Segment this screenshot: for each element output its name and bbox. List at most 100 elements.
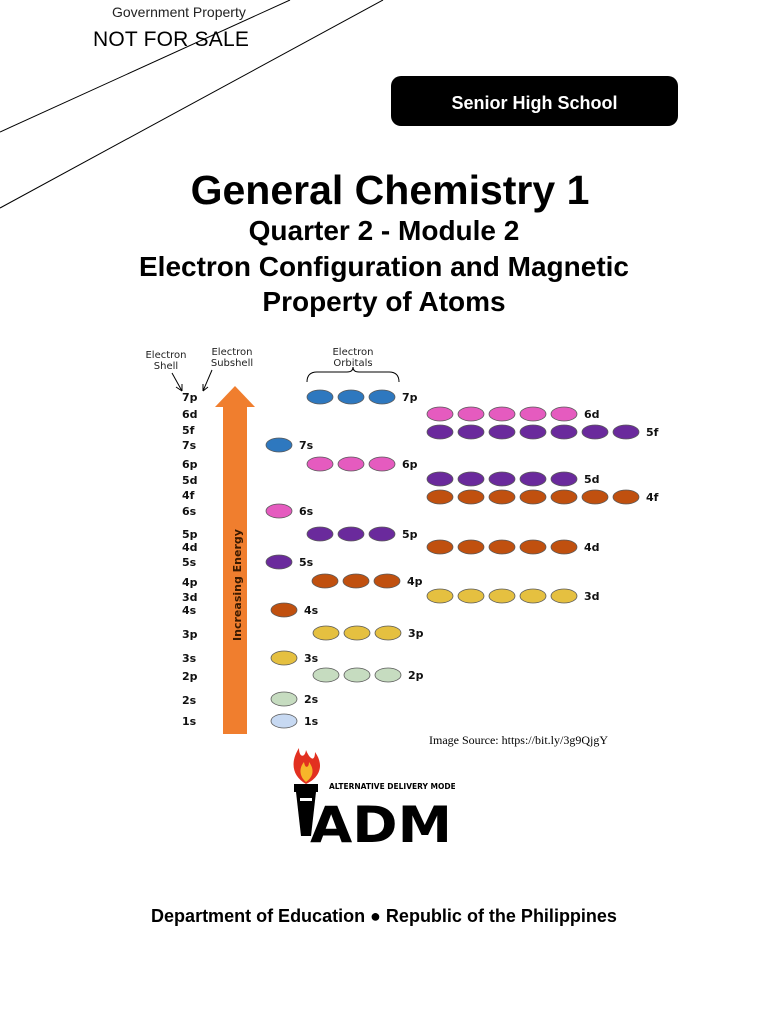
- orbital-row-label-7s: 7s: [299, 439, 314, 452]
- adm-logo: ALTERNATIVE DELIVERY MODE ADM: [293, 748, 455, 852]
- orbital-row-2p: 2p: [312, 667, 424, 683]
- orbital-6d-3: [488, 406, 516, 422]
- orbital-6p-3: [368, 456, 396, 472]
- module-title: General Chemistry 1: [190, 167, 590, 213]
- adm-wordmark: ADM: [310, 796, 452, 852]
- orbital-row-4s: 4s: [270, 602, 319, 618]
- energy-arrow-head: [215, 386, 255, 407]
- subshell-label: Electron Subshell: [211, 347, 253, 369]
- subshell-label-line1: Electron: [211, 347, 252, 358]
- energy-arrow: Increasing Energy: [215, 386, 255, 734]
- orbital-6d-2: [457, 406, 485, 422]
- orbital-2p-3: [374, 667, 402, 683]
- orbital-row-label-5f: 5f: [646, 426, 659, 439]
- orbital-row-label-2s: 2s: [304, 693, 319, 706]
- orbital-row-label-6d: 6d: [584, 408, 600, 421]
- orbital-5f-4: [519, 424, 547, 440]
- diagonal-stripe: [0, 0, 384, 209]
- orbital-row-label-1s: 1s: [304, 715, 319, 728]
- energy-level-5s: 5s: [182, 556, 197, 569]
- orbital-row-1s: 1s: [270, 713, 319, 729]
- topic-line-2: Property of Atoms: [262, 286, 506, 317]
- orbital-row-label-3p: 3p: [408, 627, 424, 640]
- orbital-4f-4: [519, 489, 547, 505]
- orbital-5p-1: [306, 526, 334, 542]
- orbital-row-4d: 4d: [426, 539, 600, 555]
- orbital-row-label-6s: 6s: [299, 505, 314, 518]
- shell-pointer-head: [175, 384, 183, 392]
- energy-arrow-label: Increasing Energy: [231, 529, 244, 641]
- orbital-2s-1: [270, 691, 298, 707]
- energy-level-4s: 4s: [182, 604, 197, 617]
- orbital-row-5p: 5p: [306, 526, 418, 542]
- orbital-7p-3: [368, 389, 396, 405]
- orbital-row-4p: 4p: [311, 573, 423, 589]
- badge-text: Senior High School: [451, 93, 618, 113]
- energy-level-6s: 6s: [182, 505, 197, 518]
- energy-level-3d: 3d: [182, 591, 198, 604]
- orbital-3s-1: [270, 650, 298, 666]
- orbital-5d-5: [550, 471, 578, 487]
- orbital-row-3d: 3d: [426, 588, 600, 604]
- orbital-row-label-3d: 3d: [584, 590, 600, 603]
- orbital-row-3s: 3s: [270, 650, 319, 666]
- orbital-4d-5: [550, 539, 578, 555]
- orbital-3p-3: [374, 625, 402, 641]
- orbital-4d-1: [426, 539, 454, 555]
- subshell-pointer-head: [202, 384, 209, 392]
- footer-deped: Department of Education ● Republic of th…: [151, 906, 617, 926]
- energy-level-4p: 4p: [182, 576, 198, 589]
- module-subtitle: Quarter 2 - Module 2: [248, 215, 520, 246]
- orbital-5s-1: [265, 554, 293, 570]
- orbital-3p-2: [343, 625, 371, 641]
- orbital-4p-1: [311, 573, 339, 589]
- energy-level-1s: 1s: [182, 715, 197, 728]
- orbitals-label-line1: Electron: [332, 347, 373, 358]
- orbital-4d-4: [519, 539, 547, 555]
- orbital-3d-2: [457, 588, 485, 604]
- energy-arrow-shaft: [223, 406, 247, 734]
- orbital-row-2s: 2s: [270, 691, 319, 707]
- topic-line-1: Electron Configuration and Magnetic: [138, 251, 629, 282]
- orbital-5d-2: [457, 471, 485, 487]
- not-for-sale-label: NOT FOR SALE: [93, 28, 250, 51]
- orbital-7p-2: [337, 389, 365, 405]
- orbital-5p-2: [337, 526, 365, 542]
- orbital-row-label-4f: 4f: [646, 491, 659, 504]
- orbital-row-label-4d: 4d: [584, 541, 600, 554]
- orbital-row-5s: 5s: [265, 554, 314, 570]
- orbital-1s-1: [270, 713, 298, 729]
- senior-high-school-badge: Senior High School: [391, 76, 678, 126]
- orbital-4f-7: [612, 489, 640, 505]
- orbital-3d-5: [550, 588, 578, 604]
- orbitals-brace: [306, 366, 400, 383]
- orbital-3d-1: [426, 588, 454, 604]
- orbital-6p-2: [337, 456, 365, 472]
- orbital-2p-2: [343, 667, 371, 683]
- orbital-row-5f: 5f: [426, 424, 659, 440]
- energy-level-7s: 7s: [182, 439, 197, 452]
- shell-label: Electron Shell: [145, 350, 186, 372]
- orbital-5f-5: [550, 424, 578, 440]
- adm-tagline: ALTERNATIVE DELIVERY MODE: [329, 782, 455, 791]
- energy-level-5d: 5d: [182, 474, 198, 487]
- energy-level-6p: 6p: [182, 458, 198, 471]
- orbital-7p-1: [306, 389, 334, 405]
- orbital-4f-6: [581, 489, 609, 505]
- orbital-row-label-5s: 5s: [299, 556, 314, 569]
- orbital-row-label-3s: 3s: [304, 652, 319, 665]
- orbital-4f-1: [426, 489, 454, 505]
- orbital-6d-4: [519, 406, 547, 422]
- energy-level-7p: 7p: [182, 391, 198, 404]
- energy-level-2s: 2s: [182, 694, 197, 707]
- shell-label-line2: Shell: [154, 361, 178, 372]
- orbital-row-label-2p: 2p: [408, 669, 424, 682]
- subshell-pointer-arrow: [202, 369, 213, 392]
- orbital-row-label-7p: 7p: [402, 391, 418, 404]
- torch-icon: [293, 748, 321, 836]
- orbital-5p-3: [368, 526, 396, 542]
- orbital-5f-7: [612, 424, 640, 440]
- orbital-3d-4: [519, 588, 547, 604]
- orbital-row-label-4p: 4p: [407, 575, 423, 588]
